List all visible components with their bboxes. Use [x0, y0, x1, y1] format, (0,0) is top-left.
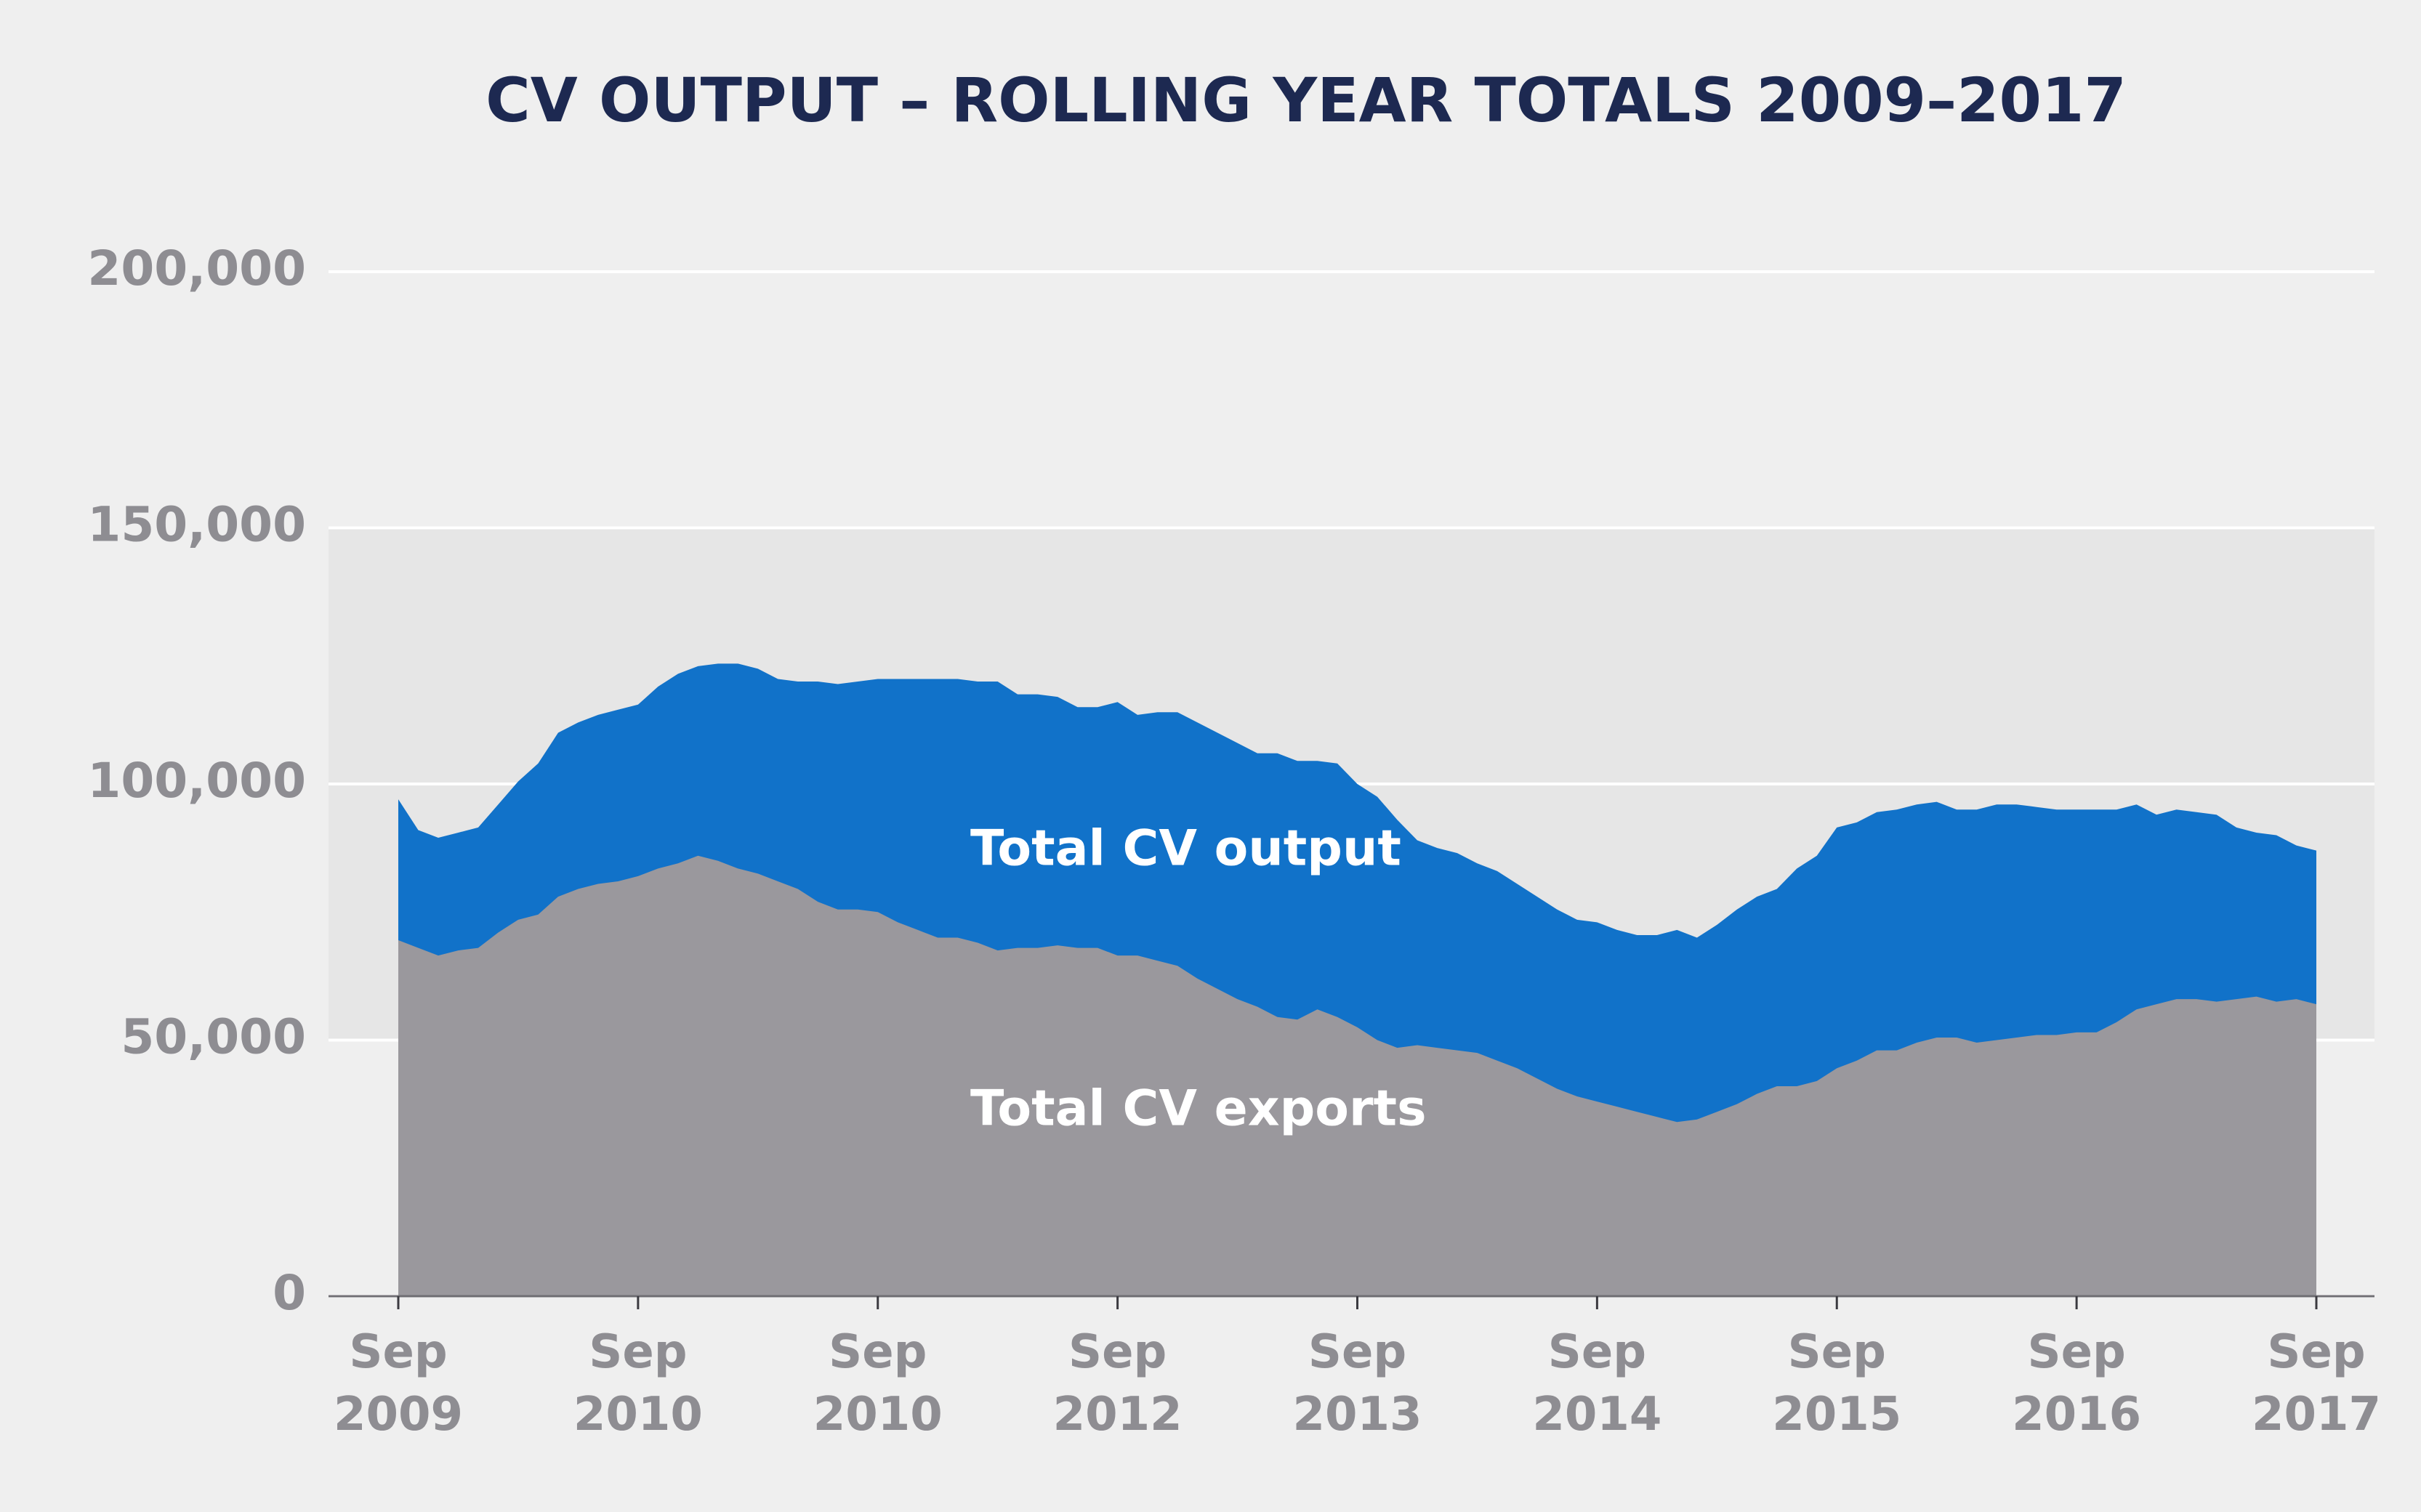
x-tick-label: Sep 2017 — [2251, 1325, 2382, 1442]
y-tick-label: 0 — [273, 1265, 306, 1321]
x-tick-label: Sep 2014 — [1532, 1325, 1662, 1442]
x-tick-label: Sep 2010 — [813, 1325, 943, 1442]
y-tick-label: 200,000 — [87, 240, 306, 296]
x-tick-label: Sep 2013 — [1292, 1325, 1422, 1442]
y-tick-label: 100,000 — [87, 753, 306, 809]
series-label: Total CV exports — [970, 1080, 1427, 1138]
series-label: Total CV output — [970, 820, 1401, 878]
area — [398, 855, 2316, 1296]
x-tick-label: Sep 2012 — [1052, 1325, 1183, 1442]
x-tick-label: Sep 2009 — [333, 1325, 464, 1442]
x-tick-label: Sep 2015 — [1772, 1325, 1902, 1442]
y-tick-label: 50,000 — [121, 1009, 306, 1065]
x-tick-label: Sep 2016 — [2012, 1325, 2142, 1442]
chart-title: CV OUTPUT – ROLLING YEAR TOTALS 2009–201… — [486, 65, 2127, 136]
y-tick-label: 150,000 — [87, 497, 306, 553]
x-tick-label: Sep 2010 — [573, 1325, 703, 1442]
